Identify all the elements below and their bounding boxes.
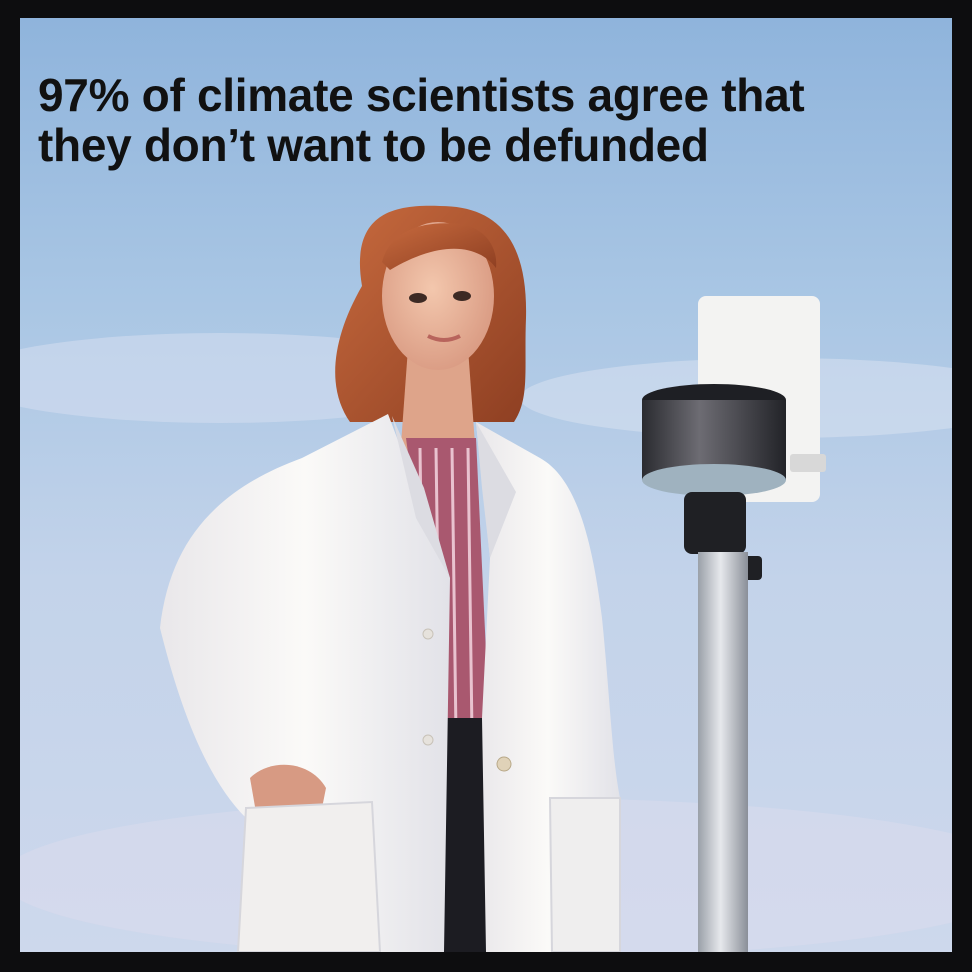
lapel-left: [392, 416, 450, 578]
instrument-bracket: [790, 454, 826, 472]
coat-button: [496, 756, 512, 772]
scientist-figure: [160, 205, 621, 952]
neck: [400, 348, 476, 458]
coat-pocket-right: [548, 797, 621, 952]
coat-button: [422, 628, 434, 640]
eye-left: [409, 293, 427, 303]
photo-scene: [20, 18, 952, 952]
caption-line-2: they don’t want to be defunded: [38, 119, 709, 171]
hair-fringe: [382, 223, 497, 270]
coat-button: [422, 734, 434, 746]
lapel-right: [476, 422, 516, 558]
mouth: [427, 334, 461, 342]
drum-base: [642, 464, 786, 496]
instrument-pole: [698, 552, 748, 952]
meme-caption: 97% of climate scientists agree that the…: [38, 70, 918, 170]
lab-coat-left: [160, 414, 450, 952]
caption-line-1: 97% of climate scientists agree that: [38, 69, 805, 121]
mount-clamp: [684, 492, 746, 554]
coat-pocket-left: [236, 800, 382, 952]
scene-illustration: [20, 205, 952, 952]
weather-instrument: [642, 296, 826, 952]
eye-right: [453, 291, 471, 301]
